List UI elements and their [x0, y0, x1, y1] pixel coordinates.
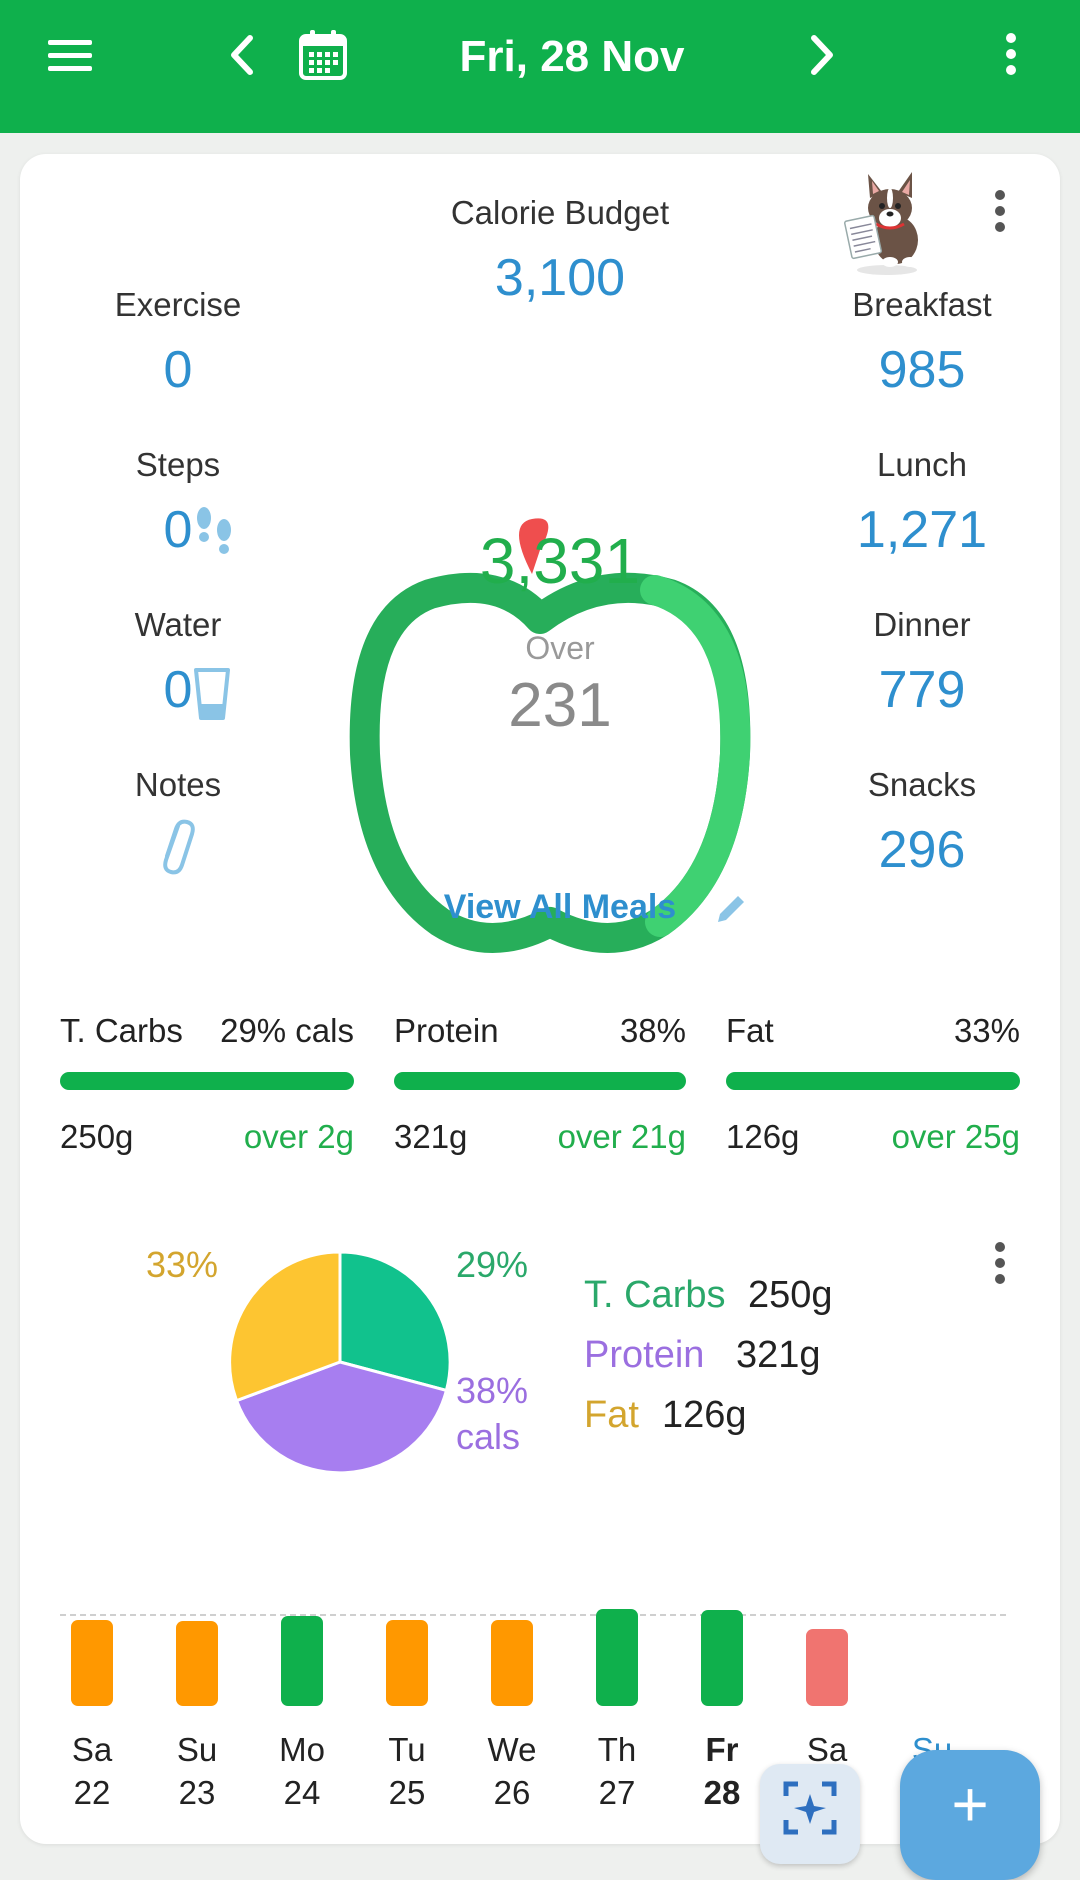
daily-summary-card: Calorie Budget 3,100 Exercise 0 Steps 0 … [20, 154, 1060, 1844]
steps-value[interactable]: 0 [163, 501, 193, 559]
macro-carbs-grams: 250g [60, 1118, 134, 1155]
pie-slice-carbs [338, 1250, 452, 1393]
day-date[interactable]: 25 [388, 1774, 426, 1811]
notes-label: Notes [134, 766, 222, 803]
macro-protein-status: over 21g [557, 1118, 686, 1155]
legend-carbs-grams: 250g [748, 1274, 833, 1316]
pie-carbs-pct: 29% [456, 1244, 529, 1285]
pie-protein-unit: cals [456, 1416, 521, 1457]
water-label: Water [134, 606, 222, 643]
calendar-icon[interactable] [297, 28, 349, 82]
macro-protein-name: Protein [394, 1012, 499, 1049]
day-name[interactable]: Tu [388, 1731, 426, 1768]
day-name[interactable]: Sa [806, 1731, 848, 1768]
calorie-apple-ring[interactable] [310, 354, 790, 1004]
day-date[interactable]: 22 [73, 1774, 111, 1811]
lunch-value[interactable]: 1,271 [856, 501, 988, 559]
day-name[interactable]: Mo [279, 1731, 325, 1768]
day-bar[interactable] [806, 1629, 848, 1706]
lunch-label: Lunch [877, 446, 967, 483]
legend-fat-name: Fat [584, 1394, 639, 1436]
top-app-bar: Fri, 28 Nov [0, 0, 1080, 133]
breakfast-label: Breakfast [852, 286, 992, 323]
day-date[interactable]: 27 [598, 1774, 636, 1811]
macro-protein-pct: 38% [619, 1012, 686, 1049]
edit-pencil-icon[interactable] [710, 890, 750, 930]
over-label: Over [525, 630, 595, 666]
day-bar[interactable] [71, 1620, 113, 1706]
day-date[interactable]: 28 [703, 1774, 741, 1811]
water-glass-icon[interactable] [190, 666, 234, 722]
breakfast-value[interactable]: 985 [878, 341, 966, 399]
day-name[interactable]: We [487, 1731, 537, 1768]
day-bar[interactable] [176, 1621, 218, 1706]
chevron-right-icon[interactable] [802, 32, 842, 78]
menu-icon[interactable] [44, 34, 96, 78]
footsteps-icon[interactable] [188, 502, 238, 564]
view-all-meals-link[interactable]: View All Meals [443, 888, 677, 926]
day-date[interactable]: 24 [283, 1774, 321, 1811]
steps-label: Steps [135, 446, 221, 483]
day-bar[interactable] [596, 1609, 638, 1706]
pie-slice-protein [234, 1360, 449, 1475]
day-name[interactable]: Sa [71, 1731, 113, 1768]
budget-guide-line [60, 1614, 1006, 1616]
day-bar[interactable] [386, 1620, 428, 1706]
legend-fat-grams: 126g [662, 1394, 747, 1436]
day-bar[interactable] [281, 1616, 323, 1706]
macro-carbs-name: T. Carbs [60, 1012, 183, 1049]
calorie-budget-label: Calorie Budget [450, 194, 670, 231]
add-fab-button[interactable]: + [900, 1750, 1040, 1880]
calorie-budget-value[interactable]: 3,100 [494, 249, 626, 307]
macro-fat-pct: 33% [953, 1012, 1020, 1049]
day-date[interactable]: 26 [493, 1774, 531, 1811]
macro-fat-grams: 126g [726, 1118, 800, 1155]
pie-fat-pct: 33% [146, 1244, 219, 1285]
pie-more-icon[interactable] [988, 1240, 1012, 1286]
legend-carbs-name: T. Carbs [584, 1274, 726, 1316]
exercise-label: Exercise [114, 286, 242, 323]
day-name[interactable]: Th [597, 1731, 637, 1768]
add-fab-label: + [951, 1768, 989, 1840]
macro-protein-grams: 321g [394, 1118, 468, 1155]
exercise-value[interactable]: 0 [163, 341, 193, 399]
date-title[interactable]: Fri, 28 Nov [459, 32, 685, 81]
card-more-icon[interactable] [988, 188, 1012, 234]
macro-fat-name: Fat [726, 1012, 774, 1049]
macro-carbs-status: over 2g [243, 1118, 354, 1155]
macro-fat-status: over 25g [891, 1118, 1020, 1155]
legend-protein-name: Protein [584, 1334, 705, 1376]
pie-slice-fat [228, 1250, 342, 1403]
macro-carbs-pct: 29% cals [220, 1012, 354, 1049]
ai-scan-icon [783, 1781, 837, 1835]
over-value: 231 [508, 671, 612, 740]
day-name[interactable]: Fr [705, 1731, 739, 1768]
legend-protein-grams: 321g [736, 1334, 821, 1376]
pie-protein-pct: 38% [456, 1370, 529, 1411]
paperclip-icon[interactable] [154, 816, 198, 876]
day-bar[interactable] [701, 1610, 743, 1706]
day-bar[interactable] [491, 1620, 533, 1706]
more-vertical-icon[interactable] [996, 30, 1026, 80]
dinner-value[interactable]: 779 [878, 661, 966, 719]
dog-mascot-icon [843, 172, 918, 275]
macro-pie-chart[interactable] [220, 1242, 460, 1482]
day-name[interactable]: Su [176, 1731, 218, 1768]
macro-protein-bar [394, 1072, 686, 1090]
dinner-label: Dinner [873, 606, 971, 643]
water-value[interactable]: 0 [163, 661, 193, 719]
chevron-left-icon[interactable] [222, 32, 262, 78]
macro-fat-bar [726, 1072, 1020, 1090]
snacks-label: Snacks [867, 766, 977, 803]
macro-carbs-bar [60, 1072, 354, 1090]
snacks-value[interactable]: 296 [878, 821, 966, 879]
scan-button[interactable] [760, 1764, 860, 1864]
day-date[interactable]: 23 [178, 1774, 216, 1811]
calories-consumed-value: 3,331 [479, 525, 641, 597]
